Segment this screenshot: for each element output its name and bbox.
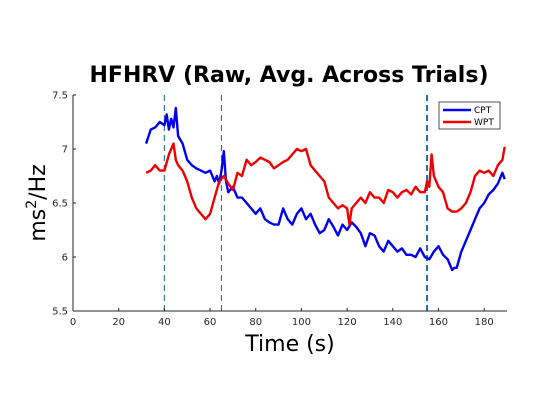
x-ticks: 0 20 40 60 80 100 120 140 160 180 — [70, 308, 494, 328]
x-tick-label: 80 — [249, 317, 262, 328]
series-line-cpt — [144, 106, 506, 272]
x-tick-label: 60 — [204, 317, 217, 328]
y-axis-label: ms2/Hz — [24, 164, 51, 241]
plot-background — [73, 95, 507, 311]
y-axis-label-tail: /Hz — [26, 164, 51, 200]
x-tick-label: 0 — [70, 317, 76, 328]
chart-title: HFHRV (Raw, Avg. Across Trials) — [90, 63, 489, 88]
x-tick-label: 20 — [112, 317, 125, 328]
plot-area — [73, 95, 507, 311]
y-tick-label: 7 — [62, 145, 68, 156]
y-axis-label-superscript: 2 — [24, 200, 40, 209]
legend-box — [438, 101, 501, 130]
y-tick-label: 7.5 — [52, 91, 68, 102]
series-line-wpt — [145, 142, 506, 226]
y-tick-label: 6 — [62, 253, 68, 264]
x-tick-label: 40 — [158, 317, 171, 328]
x-tick-label: 160 — [429, 317, 448, 328]
legend-label-cpt: CPT — [474, 106, 492, 116]
event-markers — [163, 95, 429, 311]
x-tick-label: 100 — [292, 317, 311, 328]
x-tick-label: 180 — [475, 317, 494, 328]
legend-label-wpt: WPT — [474, 118, 494, 128]
y-tick-label: 5.5 — [52, 307, 68, 318]
x-tick-label: 120 — [338, 317, 357, 328]
x-axis-label: Time (s) — [244, 332, 334, 357]
series-layer — [144, 106, 506, 272]
y-ticks: 5.5 6 6.5 7 7.5 — [52, 91, 76, 318]
legend: CPT WPT — [438, 101, 501, 130]
x-tick-label: 140 — [383, 317, 402, 328]
y-tick-label: 6.5 — [52, 199, 68, 210]
y-axis-label-base: ms — [26, 209, 51, 242]
